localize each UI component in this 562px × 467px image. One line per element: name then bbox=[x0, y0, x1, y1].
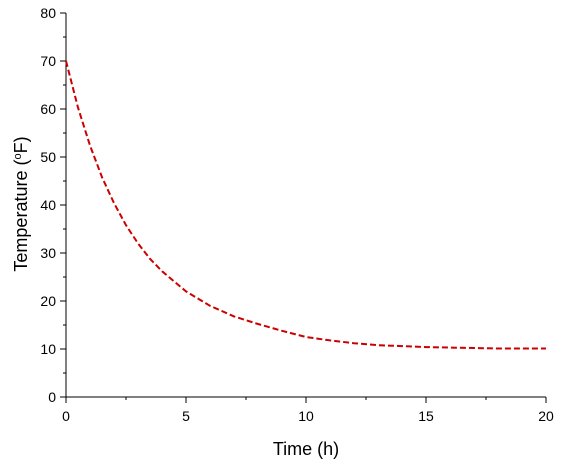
axes bbox=[65, 13, 546, 398]
x-tick-label: 5 bbox=[182, 408, 190, 424]
y-axis-title-text: Temperature ( bbox=[11, 160, 31, 272]
x-tick-label: 15 bbox=[418, 408, 434, 424]
tick-labels: 0 5 10 15 20 0 10 20 30 40 50 60 70 80 bbox=[40, 5, 554, 424]
tick-marks bbox=[60, 12, 547, 403]
y-axis-title: Temperature (oF) bbox=[11, 136, 31, 271]
y-axis-title-unit: F) bbox=[11, 136, 31, 153]
y-tick-label: 30 bbox=[40, 245, 56, 261]
temperature-series-line bbox=[65, 60, 546, 350]
x-tick-label: 10 bbox=[298, 408, 314, 424]
y-tick-label: 40 bbox=[40, 197, 56, 213]
y-tick-label: 10 bbox=[40, 341, 56, 357]
y-axis-title-superscript: o bbox=[12, 153, 24, 159]
y-tick-label: 80 bbox=[40, 5, 56, 21]
x-tick-label: 20 bbox=[538, 408, 554, 424]
y-tick-label: 60 bbox=[40, 101, 56, 117]
y-tick-label: 20 bbox=[40, 293, 56, 309]
series-layer bbox=[65, 60, 546, 350]
y-tick-label: 0 bbox=[48, 389, 56, 405]
y-tick-label: 70 bbox=[40, 53, 56, 69]
x-tick-label: 0 bbox=[62, 408, 70, 424]
x-axis-title: Time (h) bbox=[273, 439, 339, 459]
y-tick-label: 50 bbox=[40, 149, 56, 165]
